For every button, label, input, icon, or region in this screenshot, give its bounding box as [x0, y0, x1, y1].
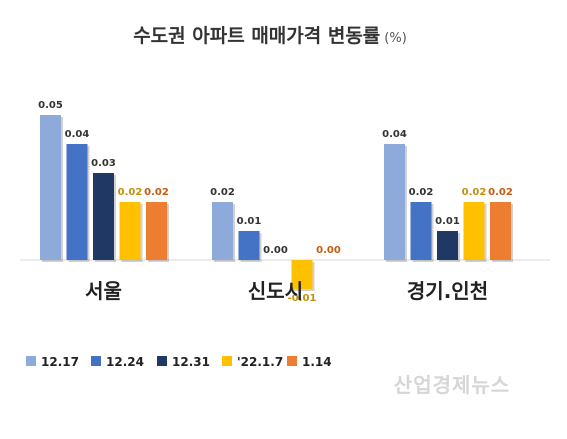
bars-group: 0.050.040.030.02 0.02 0.020.010.00-0.010.0… — [38, 100, 513, 304]
value-label-1-22-1-7: -0.01 — [288, 293, 317, 304]
value-label-2-1-14: 0.02 — [488, 187, 513, 198]
bar-2-22-1-7 — [463, 202, 485, 260]
category-label-1: 신도시 — [248, 279, 303, 303]
legend-label-12-24: 12.24 — [106, 355, 144, 369]
value-label-0-1-14: 0.02 — [144, 187, 169, 198]
legend-swatch-22-1-7 — [222, 356, 232, 366]
value-label-1-12-24: 0.01 — [237, 216, 262, 227]
legend-swatch-1-14 — [287, 356, 297, 366]
value-label-1-12-31: 0.00 — [263, 245, 288, 256]
bar-1-12-24 — [238, 231, 260, 260]
bar-0-12-31 — [93, 173, 114, 260]
bar-2-12-31 — [437, 231, 458, 260]
chart-title-unit: (%) — [384, 31, 407, 46]
bar-0-12-24 — [66, 144, 88, 260]
chart-title: 수도권 아파트 매매가격 변동률 (%) — [133, 25, 407, 47]
value-label-0-12-31: 0.03 — [91, 158, 116, 169]
legend-label-22-1-7: '22.1.7 — [237, 355, 283, 369]
bar-2-12-24 — [410, 202, 432, 260]
value-label-0-22-1-7: 0.02 — [118, 187, 143, 198]
legend-label-1-14: 1.14 — [302, 355, 332, 369]
category-labels: 서울 신도시 경기.인천 — [85, 279, 488, 303]
value-label-2-12-17: 0.04 — [382, 129, 407, 140]
watermark-text: 산업경제뉴스 — [394, 373, 510, 397]
bar-2-12-17 — [384, 144, 405, 260]
legend-swatch-12-31 — [157, 356, 167, 366]
category-label-2: 경기.인천 — [407, 279, 488, 303]
chart-title-main: 수도권 아파트 매매가격 변동률 — [133, 25, 380, 47]
bar-2-1-14 — [490, 202, 511, 260]
value-label-1-1-14: 0.00 — [316, 245, 341, 256]
bar-1-12-17 — [212, 202, 233, 260]
legend-swatch-12-24 — [91, 356, 101, 366]
bar-0-22-1-7 — [119, 202, 141, 260]
bar-0-1-14 — [146, 202, 167, 260]
legend-label-12-17: 12.17 — [41, 355, 79, 369]
value-label-0-12-24: 0.04 — [65, 129, 90, 140]
value-label-0-12-17: 0.05 — [38, 100, 63, 111]
value-label-2-12-31: 0.01 — [435, 216, 460, 227]
value-label-2-12-24: 0.02 — [409, 187, 434, 198]
legend-swatch-12-17 — [26, 356, 36, 366]
bar-1-22-1-7 — [291, 260, 313, 289]
category-label-0: 서울 — [85, 279, 122, 303]
legend: 12.17 12.24 12.31 '22.1.7 1.14 — [26, 355, 332, 369]
value-label-1-12-17: 0.02 — [210, 187, 235, 198]
value-label-2-22-1-7: 0.02 — [462, 187, 487, 198]
legend-label-12-31: 12.31 — [172, 355, 210, 369]
bar-0-12-17 — [40, 115, 61, 260]
